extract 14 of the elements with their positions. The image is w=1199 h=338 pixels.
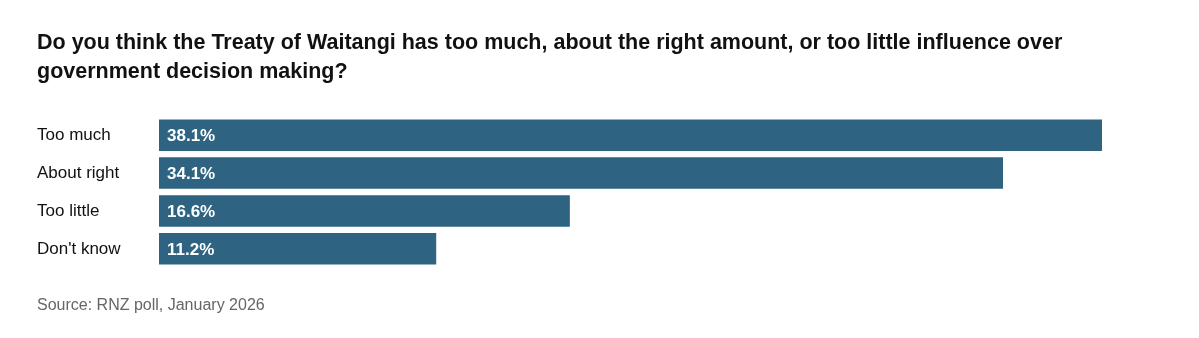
bar [159,157,1003,189]
bar [159,195,570,227]
data-label: 16.6% [167,201,216,221]
y-tick-label: Don't know [37,238,122,258]
chart-title: Do you think the Treaty of Waitangi has too much, about the right amount, or too little influence over government decision making? [37,29,1064,85]
data-label: 11.2% [167,239,215,259]
data-label: 38.1% [167,125,216,145]
data-label: 34.1% [167,163,216,183]
bar [159,119,1102,151]
y-tick-label: Too much [37,124,111,144]
source-note: Source: RNZ poll, January 2026 [37,296,265,314]
y-tick-label: About right [37,162,120,182]
bar [159,233,437,265]
y-tick-label: Too little [37,200,100,220]
